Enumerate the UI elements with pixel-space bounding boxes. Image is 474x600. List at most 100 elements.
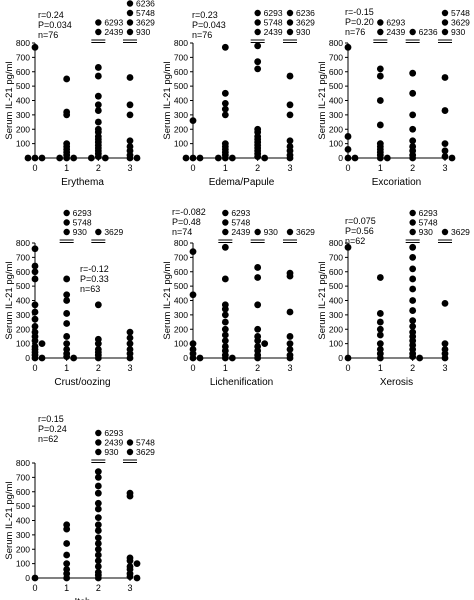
data-point: [94, 473, 102, 481]
data-point: [31, 337, 39, 345]
outlier-point: [409, 209, 416, 217]
stat-r-label: r=-0.15: [345, 7, 374, 17]
data-point: [409, 275, 417, 283]
x-axis-label: Crust/oozing: [54, 377, 110, 388]
x-tick-label: 0: [32, 583, 37, 593]
outlier-point: [409, 228, 416, 236]
outlier-point: [254, 228, 261, 236]
outlier-label: 6293: [264, 8, 283, 18]
data-point: [409, 317, 417, 325]
data-point: [126, 557, 134, 565]
outlier-label: 5748: [231, 218, 250, 228]
x-tick-label: 1: [64, 363, 69, 373]
outlier-label: 6293: [231, 208, 250, 218]
stat-p-label: P=0.24: [38, 424, 67, 434]
data-point: [63, 574, 71, 582]
outlier-point: [63, 219, 70, 226]
data-point: [376, 354, 384, 362]
data-point: [94, 563, 102, 570]
data-point: [133, 154, 141, 162]
data-point: [63, 551, 71, 559]
outlier-point: [286, 19, 294, 26]
outlier-point: [95, 429, 102, 437]
y-tick-label: 500: [329, 281, 343, 291]
data-point: [254, 325, 262, 333]
data-point: [221, 99, 229, 107]
outlier-label: 5748: [419, 218, 438, 228]
outlier-label: 930: [419, 227, 433, 237]
x-tick-label: 1: [64, 163, 69, 173]
data-point: [221, 243, 229, 251]
data-point: [286, 333, 294, 340]
data-point: [376, 325, 384, 333]
data-point: [286, 154, 294, 162]
data-point: [126, 101, 134, 109]
chart-panel: 0 100 200 300 400 500 600 700 800 0 1 2 3 Xerosis Seru…: [317, 208, 470, 388]
x-tick-label: 3: [127, 163, 132, 173]
data-point: [441, 107, 449, 114]
data-point: [31, 315, 39, 323]
y-tick-label: 100: [174, 139, 188, 149]
chart-panel: 01002003004005006007008000123ErythemaSer…: [4, 0, 155, 188]
y-tick-label: 400: [329, 96, 343, 106]
data-point: [221, 318, 229, 326]
data-point: [94, 545, 102, 553]
data-point: [254, 274, 262, 281]
data-point: [221, 105, 229, 113]
chart-panel: 0 100 200 300 400 500 600 700 800 0 1 2 3 Crust/oozin…: [4, 208, 134, 388]
data-point: [254, 153, 262, 160]
stat-r-label: r=-0.12: [80, 264, 109, 274]
data-point: [182, 154, 190, 162]
outlier-point: [63, 209, 70, 217]
y-tick-label: 400: [16, 516, 30, 526]
data-point: [441, 153, 449, 160]
data-point: [189, 340, 197, 348]
y-tick-label: 700: [174, 252, 188, 262]
outlier-point: [441, 9, 449, 17]
outlier-label: 3629: [451, 227, 470, 237]
data-point: [63, 353, 71, 360]
x-tick-label: 1: [223, 163, 228, 173]
y-tick-label: 300: [16, 310, 30, 320]
stat-p-label: P=0.56: [345, 226, 374, 236]
stat-p-label: P=0.043: [192, 20, 226, 30]
x-tick-label: 0: [32, 163, 37, 173]
data-point: [63, 320, 71, 327]
stat-n-label: n=76: [345, 27, 365, 37]
data-point: [31, 354, 39, 362]
y-tick-label: 0: [338, 153, 343, 163]
data-point: [221, 354, 229, 362]
outlier-point: [126, 28, 134, 36]
data-point: [63, 310, 71, 317]
data-point: [286, 354, 294, 362]
x-tick-label: 1: [378, 363, 383, 373]
x-tick-label: 0: [345, 363, 350, 373]
y-tick-label: 700: [174, 52, 188, 62]
y-tick-label: 600: [16, 487, 30, 497]
outlier-point: [222, 228, 229, 236]
outlier-point: [254, 19, 261, 26]
outlier-label: 930: [264, 227, 278, 237]
outlier-point: [126, 448, 134, 456]
data-point: [24, 154, 32, 162]
y-axis-label: Serum IL-21 pg/ml: [4, 481, 15, 559]
outlier-label: 3629: [136, 18, 155, 28]
y-tick-label: 200: [329, 324, 343, 334]
data-point: [94, 505, 102, 513]
y-tick-label: 600: [16, 267, 30, 277]
data-point: [31, 322, 39, 330]
data-point: [221, 337, 229, 345]
data-point: [441, 340, 449, 348]
outlier-point: [441, 28, 449, 36]
outlier-point: [126, 0, 134, 7]
y-axis-label: Serum IL-21 pg/ml: [162, 61, 173, 139]
data-point: [228, 354, 236, 362]
stat-n-label: n=74: [172, 227, 192, 237]
y-tick-label: 500: [16, 281, 30, 291]
data-point: [409, 89, 417, 97]
x-axis-label: Xerosis: [380, 377, 413, 388]
y-tick-label: 300: [174, 110, 188, 120]
outlier-point: [126, 19, 134, 26]
outlier-point: [95, 28, 102, 36]
x-tick-label: 0: [32, 363, 37, 373]
